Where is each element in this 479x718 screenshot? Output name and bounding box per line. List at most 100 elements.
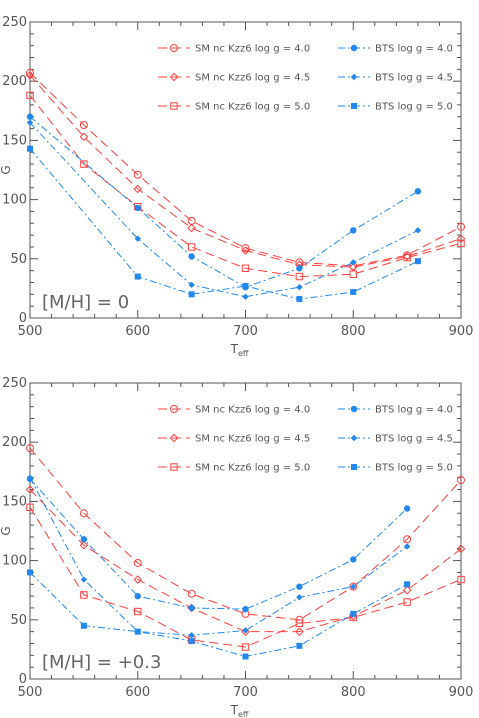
series-line	[29, 507, 462, 648]
series-6	[27, 569, 411, 660]
data-point	[134, 204, 141, 212]
data-point	[403, 505, 411, 512]
legend-marker	[350, 405, 358, 413]
y-tick-label: 0	[19, 311, 27, 326]
data-point	[79, 509, 88, 518]
legend-label: SM nc Kzz6 log g = 4.0	[195, 405, 310, 416]
data-point	[414, 258, 421, 265]
data-point	[26, 91, 34, 100]
data-point	[350, 288, 357, 295]
y-tick-label: 100	[2, 193, 27, 208]
data-point	[242, 605, 249, 613]
legend-marker	[350, 434, 358, 442]
x-axis-label: Teff	[230, 342, 249, 358]
data-point	[79, 121, 88, 130]
data-point	[457, 575, 465, 584]
legend-marker	[170, 405, 178, 413]
legend-marker	[170, 463, 178, 471]
data-point	[456, 234, 466, 243]
legend-label: SM nc Kzz6 log g = 5.0	[195, 102, 310, 113]
series-5	[26, 119, 422, 300]
x-tick-label: 600	[125, 685, 150, 700]
data-point	[414, 188, 422, 195]
series-line	[29, 74, 462, 268]
data-point	[80, 160, 88, 168]
y-tick-label: 50	[10, 613, 27, 628]
data-point	[402, 252, 412, 261]
data-point	[456, 544, 466, 554]
data-point	[241, 643, 250, 651]
series-line	[29, 478, 408, 610]
plot-frame	[29, 21, 462, 319]
legend: SM nc Kzz6 log g = 4.0 SM nc Kzz6 log g =…	[158, 44, 453, 113]
y-tick-label: 50	[10, 252, 27, 267]
legend-marker	[351, 103, 357, 109]
data-point	[402, 585, 412, 595]
data-point	[350, 227, 357, 234]
x-tick-label: 800	[341, 324, 366, 339]
data-point	[80, 591, 88, 599]
legend-label: BTS log g = 5.0	[375, 463, 453, 474]
y-tick-label: 0	[19, 672, 27, 687]
data-point	[296, 594, 303, 601]
data-point	[242, 283, 249, 290]
series-2	[25, 485, 466, 636]
legend-label: BTS log g = 4.0	[375, 405, 453, 416]
data-point	[241, 244, 250, 253]
data-point	[27, 145, 33, 152]
legend-marker	[169, 72, 179, 82]
data-point	[26, 474, 34, 481]
legend-label: SM nc Kzz6 log g = 4.5	[195, 434, 310, 445]
data-point	[296, 583, 303, 590]
x-tick-label: 900	[449, 324, 474, 339]
x-tick-label: 500	[18, 685, 43, 700]
legend-marker	[169, 433, 179, 443]
series-3	[26, 503, 465, 651]
data-point	[79, 132, 89, 142]
data-point	[296, 296, 303, 303]
data-point	[414, 227, 422, 234]
data-point	[187, 589, 196, 598]
y-tick-label: 200	[2, 74, 27, 89]
x-tick-label: 900	[449, 685, 474, 700]
series-line	[29, 95, 462, 278]
data-point	[241, 246, 250, 255]
data-point	[134, 607, 142, 616]
data-point	[188, 638, 195, 645]
series-line	[29, 116, 419, 288]
x-tick-label: 500	[18, 324, 43, 339]
y-axis-label: G	[0, 526, 13, 535]
data-point	[295, 619, 304, 628]
x-tick-label: 600	[125, 324, 150, 339]
data-point	[134, 592, 141, 600]
data-point	[457, 222, 465, 231]
data-point	[242, 293, 249, 300]
data-point	[187, 243, 196, 251]
data-point	[457, 476, 465, 485]
data-point	[133, 575, 143, 584]
data-point	[26, 503, 34, 512]
data-point	[403, 253, 411, 262]
data-point	[350, 610, 357, 617]
data-point	[296, 642, 303, 649]
data-point	[187, 216, 196, 225]
series-line	[29, 122, 419, 298]
data-point	[350, 259, 357, 266]
legend-label: SM nc Kzz6 log g = 5.0	[195, 463, 310, 474]
data-point	[80, 576, 88, 583]
legend-label: SM nc Kzz6 log g = 4.0	[195, 44, 310, 55]
data-point	[457, 239, 465, 248]
data-point	[80, 622, 87, 629]
legend-marker	[350, 44, 358, 52]
y-axis-label: G	[0, 165, 13, 174]
y-tick-label: 250	[2, 376, 27, 391]
y-tick-label: 150	[2, 494, 27, 509]
series-line	[29, 477, 408, 636]
data-point	[188, 281, 195, 289]
data-point	[403, 535, 412, 544]
legend-label: BTS log g = 4.0	[375, 44, 453, 55]
x-tick-label: 800	[341, 685, 366, 700]
data-point	[349, 582, 358, 591]
metallicity-label: [M/H] = 0	[42, 292, 129, 313]
data-point	[133, 170, 142, 179]
